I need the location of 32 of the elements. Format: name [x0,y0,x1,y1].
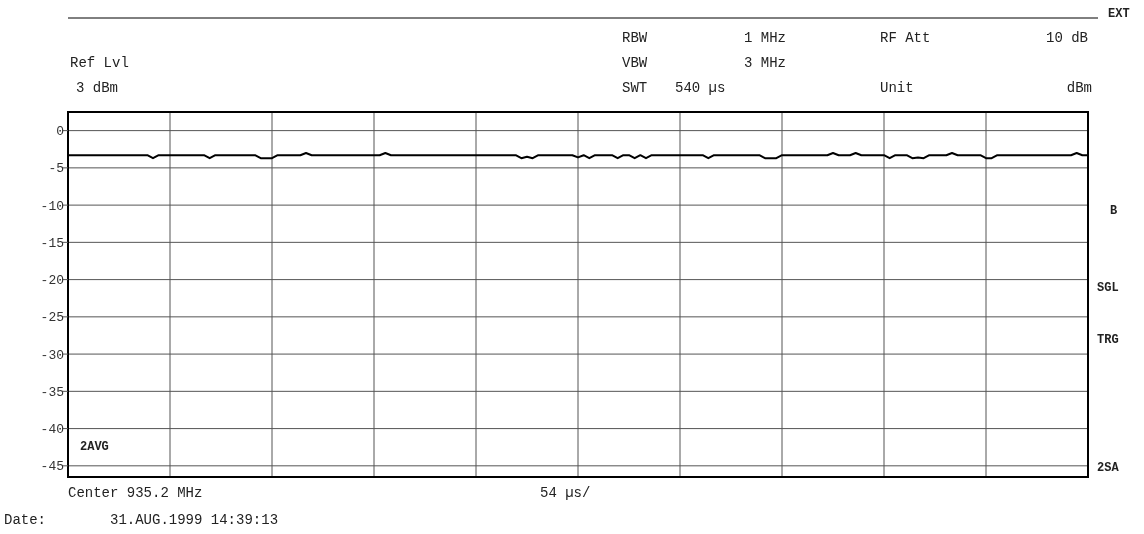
y-tick-label: -30 [40,347,64,363]
text: 3 MHz [743,55,786,71]
text: 54 µs/ [540,485,591,501]
text: SGL [1097,281,1119,295]
text: TRG [1097,333,1119,347]
y-tick-label: -10 [40,198,64,214]
y-tick-label: 0 [56,124,64,140]
text: EXT [1108,7,1130,21]
text: 31.AUG.1999 14:39:13 [110,512,279,528]
text: 3 dBm [76,80,119,96]
y-tick-label: -40 [40,422,64,438]
text: 2SA [1097,461,1120,475]
text: Ref Lvl [70,55,129,71]
text: Date: [4,512,47,528]
y-tick-label: -25 [40,310,64,326]
text: dBm [1066,80,1092,96]
y-tick-label: -15 [40,235,64,251]
text: RF Att [880,30,931,46]
text: 1 MHz [743,30,786,46]
y-tick-label: -45 [40,459,64,475]
y-tick-label: -20 [40,273,64,289]
text: 540 µs [675,80,726,96]
annotation: 2AVG [80,440,109,454]
text: 10 dB [1045,30,1088,46]
y-tick-label: -5 [48,161,64,177]
text: B [1110,204,1118,218]
text: RBW [622,30,648,46]
text: SWT [622,80,648,96]
y-tick-label: -35 [40,384,64,400]
text: Unit [880,80,914,96]
text: Center 935.2 MHz [68,485,203,501]
text: VBW [622,55,648,71]
